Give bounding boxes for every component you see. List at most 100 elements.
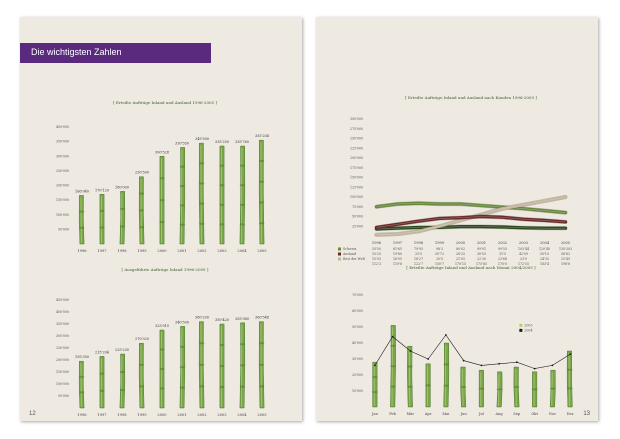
bar-stalk-node bbox=[119, 370, 126, 374]
page-title: Die wichtigsten Zahlen bbox=[31, 47, 122, 57]
chart-1: [ Erteilte Aufträge Inland und Ausland 1… bbox=[56, 100, 269, 253]
x-tick-label: 2005 bbox=[561, 241, 571, 245]
data-label: 230'500 bbox=[135, 171, 149, 175]
x-tick-label: 1999 bbox=[435, 241, 445, 245]
y-tick-label: 125'000 bbox=[350, 185, 363, 189]
bar-stalk-node bbox=[198, 162, 205, 165]
y-tick-label: 30'000 bbox=[352, 357, 363, 361]
bar-stalk-node bbox=[99, 372, 105, 375]
x-tick-label: 2002 bbox=[197, 249, 206, 253]
bar-stalk-node bbox=[443, 384, 450, 387]
data-label: 345'500 bbox=[195, 137, 209, 141]
bar-stalk bbox=[119, 191, 126, 245]
data-label: 330'550 bbox=[175, 141, 189, 145]
bar-stalk-node bbox=[159, 348, 165, 351]
y-tick-label: 100'000 bbox=[56, 213, 69, 217]
bar-stalk-node bbox=[179, 184, 186, 188]
bar-stalk-node bbox=[258, 159, 265, 163]
table-cell: 103'44 bbox=[518, 247, 529, 251]
bar-stalk-node bbox=[239, 343, 246, 346]
bar-stalk-node bbox=[425, 384, 431, 387]
y-tick-label: 50'000 bbox=[58, 227, 69, 231]
table-cell: 18'27 bbox=[414, 257, 423, 261]
x-tick-label: Jul bbox=[478, 412, 485, 416]
y-tick-label: 350'000 bbox=[56, 322, 69, 326]
table-cell: 99'01 bbox=[477, 247, 486, 251]
bar-stalk-node bbox=[258, 385, 265, 388]
x-tick-label: 2005 bbox=[257, 249, 267, 253]
y-tick-label: 50'000 bbox=[352, 325, 363, 329]
table-cell: 23'68 bbox=[498, 257, 507, 261]
legend-swatch bbox=[519, 323, 523, 327]
x-tick-label: Jan bbox=[371, 412, 379, 416]
y-tick-label: 300'000 bbox=[350, 117, 363, 121]
series-line bbox=[374, 214, 568, 230]
bar-stalk-node bbox=[566, 368, 573, 371]
y-tick-label: 175'000 bbox=[350, 166, 363, 170]
series-highlight bbox=[376, 202, 566, 213]
data-label: 215'204 bbox=[95, 350, 109, 354]
x-tick-label: 2004 bbox=[237, 249, 247, 253]
right-page: [ Erteilte Aufträge Inland und Ausland n… bbox=[316, 17, 598, 421]
y-tick-label: 150'000 bbox=[56, 198, 69, 202]
y-tick-label: 50'000 bbox=[352, 215, 363, 219]
bar-stalk-node bbox=[78, 375, 85, 378]
x-tick-label: 1998 bbox=[117, 413, 127, 417]
page-number-right: 13 bbox=[583, 411, 590, 417]
x-tick-label: 2002 bbox=[498, 241, 507, 245]
right-page-charts: [ Erteilte Aufträge Inland und Ausland n… bbox=[338, 95, 574, 416]
bar-stalk-node bbox=[258, 180, 265, 183]
bar-stalk-node bbox=[159, 220, 165, 224]
series-point-2004 bbox=[533, 367, 536, 370]
series-line bbox=[374, 225, 568, 231]
bar-stalk-node bbox=[239, 385, 246, 388]
table-cell: 198'8 bbox=[561, 262, 570, 266]
y-tick-label: 70'000 bbox=[352, 293, 363, 297]
chart-title-4: [ Erteilte Aufträge Inland und Ausland n… bbox=[406, 265, 536, 270]
bar-stalk bbox=[239, 145, 246, 245]
table-cell: 53'50 bbox=[372, 247, 381, 251]
left-page: Die wichtigsten Zahlen [ Erteilte Aufträ… bbox=[20, 17, 302, 421]
table-cell: 150'7 bbox=[435, 262, 444, 266]
bar-stalk-node bbox=[99, 226, 105, 229]
series-point-2004 bbox=[569, 353, 572, 356]
x-tick-label: 2004 bbox=[237, 413, 247, 417]
bar-stalk-node bbox=[138, 363, 145, 366]
table-cell: 42'09 bbox=[519, 252, 528, 256]
x-tick-label: Apr bbox=[424, 412, 432, 416]
bar-stalk-node bbox=[219, 364, 225, 368]
y-tick-label: 150'000 bbox=[56, 370, 69, 374]
bar-stalk-node bbox=[239, 164, 246, 167]
table-cell: 172'55 bbox=[518, 262, 529, 266]
bar-stalk-node bbox=[219, 203, 225, 206]
bar-stalk-node bbox=[119, 207, 126, 210]
series-point-2004 bbox=[551, 364, 554, 367]
bar-stalk-node bbox=[138, 192, 145, 195]
bar-stalk-node bbox=[219, 385, 225, 389]
series-point-2004 bbox=[391, 335, 394, 338]
table-cell: 16'05 bbox=[393, 257, 402, 261]
series-point-2004 bbox=[427, 358, 430, 360]
y-tick-label: 50'000 bbox=[58, 394, 69, 398]
x-tick-label: 2003 bbox=[217, 413, 227, 417]
bar-stalk-node bbox=[239, 184, 246, 187]
legend-label: 2004 bbox=[524, 328, 532, 332]
bar-stalk-node bbox=[219, 343, 225, 347]
table-cell: 170'15 bbox=[455, 262, 466, 266]
bar-stalk-node bbox=[99, 389, 105, 392]
series-line bbox=[374, 201, 568, 215]
y-tick-label: 350'000 bbox=[56, 140, 69, 144]
table-cell: 25'49 bbox=[561, 257, 570, 261]
data-label: 340'500 bbox=[175, 320, 189, 324]
bar-stalk-node bbox=[198, 363, 205, 366]
bar-stalk bbox=[119, 353, 126, 409]
x-tick-label: 1998 bbox=[117, 249, 127, 253]
series-point-2004 bbox=[480, 364, 483, 367]
chart-title-3: [ Erteilte Aufträge Inland und Ausland n… bbox=[405, 95, 537, 100]
legend-swatch bbox=[338, 257, 341, 261]
table-cell: 183'4 bbox=[540, 262, 549, 266]
chart-4: [ Erteilte Aufträge Inland und Ausland n… bbox=[352, 265, 574, 416]
bar-stalk-node bbox=[239, 364, 246, 367]
data-label: 350'420 bbox=[215, 318, 229, 322]
y-tick-label: 20'000 bbox=[352, 373, 363, 377]
